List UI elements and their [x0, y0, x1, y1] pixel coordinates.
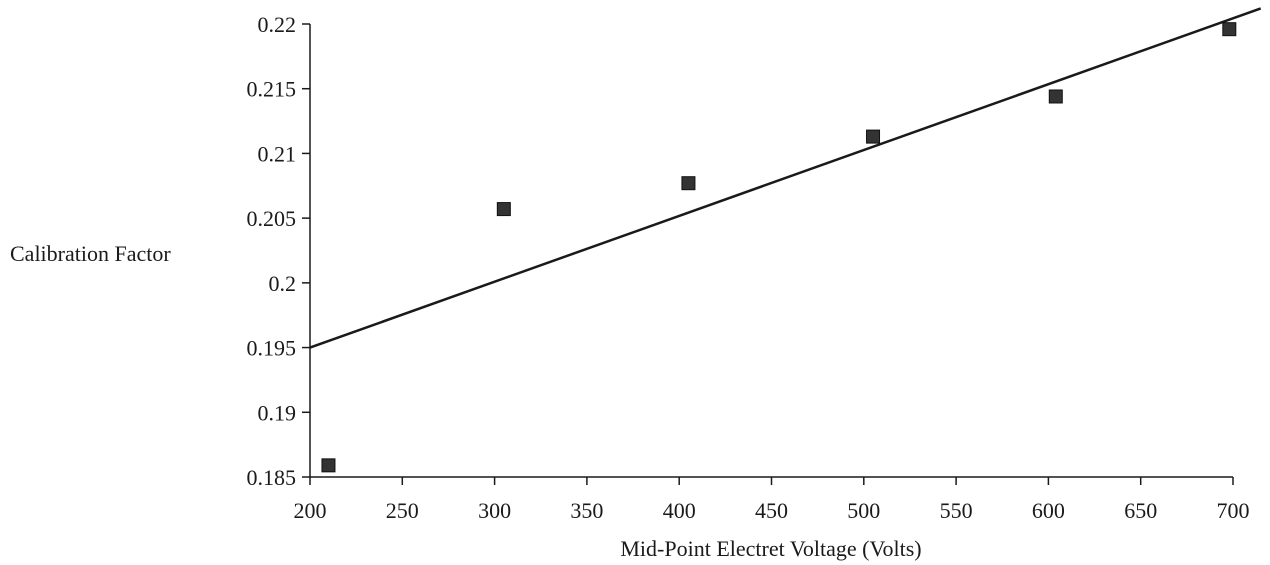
- y-tick-label: 0.21: [258, 141, 297, 166]
- x-tick-label: 300: [478, 498, 511, 523]
- y-tick-label: 0.19: [258, 400, 297, 425]
- x-tick-label: 700: [1217, 498, 1250, 523]
- y-tick-label: 0.2: [269, 271, 297, 296]
- axes: [309, 24, 1233, 478]
- y-ticks: 0.185 0.19 0.195 0.2 0.205 0.21 0.215 0.22: [247, 12, 310, 490]
- x-tick-label: 450: [755, 498, 788, 523]
- data-point: [681, 176, 696, 191]
- data-point: [321, 458, 336, 473]
- x-tick-label: 550: [940, 498, 973, 523]
- x-tick-label: 200: [294, 498, 327, 523]
- x-ticks: 200 250 300 350 400 450 500 550 600 650 700: [294, 477, 1250, 523]
- data-points: [321, 22, 1237, 473]
- y-axis-title: Calibration Factor: [10, 241, 171, 266]
- data-point: [866, 129, 881, 144]
- x-tick-label: 350: [570, 498, 603, 523]
- x-tick-label: 250: [386, 498, 419, 523]
- y-tick-label: 0.22: [258, 12, 297, 37]
- data-point: [1222, 22, 1237, 37]
- x-tick-label: 600: [1032, 498, 1065, 523]
- x-tick-label: 500: [847, 498, 880, 523]
- data-point: [1048, 89, 1063, 104]
- x-axis-title: Mid-Point Electret Voltage (Volts): [620, 536, 921, 561]
- y-tick-label: 0.185: [247, 465, 297, 490]
- linear-trendline: [309, 7, 1262, 349]
- x-tick-label: 650: [1124, 498, 1157, 523]
- y-tick-label: 0.195: [247, 336, 297, 361]
- x-tick-label: 400: [663, 498, 696, 523]
- y-tick-label: 0.205: [247, 206, 297, 231]
- y-tick-label: 0.215: [247, 77, 297, 102]
- data-point: [496, 202, 511, 217]
